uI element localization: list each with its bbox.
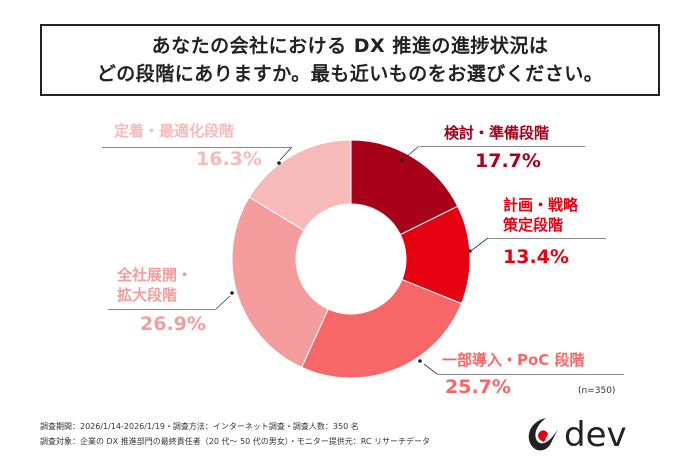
value-teichaku: 16.3% xyxy=(196,148,262,170)
donut-slice xyxy=(231,196,329,368)
value-kento: 17.7% xyxy=(475,150,541,172)
footer-line-2: 調査対象：企業の DX 推進部門の最終責任者（20 代～ 50 代の男女）・モニ… xyxy=(40,437,430,446)
leader-rule xyxy=(437,374,624,375)
leader-dot xyxy=(277,161,281,165)
donut-slice xyxy=(350,139,459,236)
leader-line xyxy=(471,237,489,251)
leader-line xyxy=(423,363,438,375)
label-zensha: 全社展開・ 拡大段階 xyxy=(117,266,193,304)
leader-rule xyxy=(108,309,216,310)
value-poc: 25.7% xyxy=(445,376,511,398)
label-kento: 検討・準備段階 xyxy=(444,124,550,142)
leader-dot xyxy=(468,249,472,253)
donut-slice xyxy=(248,139,352,232)
title-line-2: どの段階にありますか。最も近いものをお選びください。 xyxy=(96,63,604,85)
leader-line xyxy=(279,146,293,161)
leader-line xyxy=(404,145,420,159)
leader-rule xyxy=(420,146,585,147)
title-line-1: あなたの会社における DX 推進の進捗状況は xyxy=(151,35,549,57)
label-teichaku: 定着・最適化段階 xyxy=(114,122,235,140)
logo: dev xyxy=(524,415,627,455)
logo-mark-icon xyxy=(528,418,558,451)
label-poc: 一部導入・PoC 段階 xyxy=(442,351,585,369)
leader-rule xyxy=(102,147,292,148)
sample-size: (n=350) xyxy=(578,386,616,396)
footer-line-1: 調査期間：2026/1/14-2026/1/19・調査方法：インターネット調査・… xyxy=(40,422,359,431)
value-zensha: 26.9% xyxy=(140,313,206,335)
leader-dot xyxy=(230,291,234,295)
leader-dot xyxy=(418,359,422,363)
leader-rule xyxy=(488,238,606,239)
label-keikaku: 計画・戦略 策定段階 xyxy=(503,196,579,234)
leader-dot xyxy=(400,158,404,162)
chart-title: あなたの会社における DX 推進の進捗状況は どの段階にありますか。最も近いもの… xyxy=(40,24,660,96)
leader-line xyxy=(215,295,231,310)
logo-text: dev xyxy=(564,415,627,455)
donut-slice xyxy=(301,278,463,379)
value-keikaku: 13.4% xyxy=(503,246,569,268)
